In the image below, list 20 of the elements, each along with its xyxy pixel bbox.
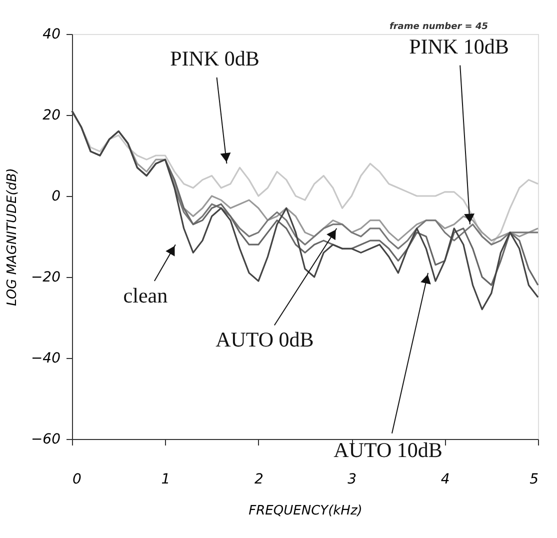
y-tick-label: 20 <box>42 108 61 124</box>
x-tick-label: 4 <box>440 472 450 488</box>
series-label: clean <box>123 284 168 308</box>
text: AUTO 0dB <box>216 327 314 352</box>
x-tick-label: 5 <box>530 472 539 488</box>
x-tick-label: 3 <box>348 472 357 488</box>
x-axis-title: FREQUENCY(kHz) <box>248 504 362 518</box>
x-tick-label: 2 <box>254 472 264 488</box>
x-tick-label: 1 <box>161 472 170 488</box>
x-tick-label: 0 <box>72 472 82 488</box>
text: PINK 0dB <box>170 46 260 71</box>
y-tick-label: −20 <box>30 270 61 286</box>
y-tick-label: 0 <box>52 188 61 204</box>
y-tick-label: −60 <box>30 432 61 448</box>
y-axis-title: LOG MAGNITUDE(dB) <box>4 168 20 306</box>
text: frame number = 45 <box>389 22 488 32</box>
y-tick-label: 40 <box>42 26 61 42</box>
y-tick-label: −40 <box>30 350 61 366</box>
text: AUTO 10dB <box>334 438 442 462</box>
text: PINK 10dB <box>409 34 509 58</box>
